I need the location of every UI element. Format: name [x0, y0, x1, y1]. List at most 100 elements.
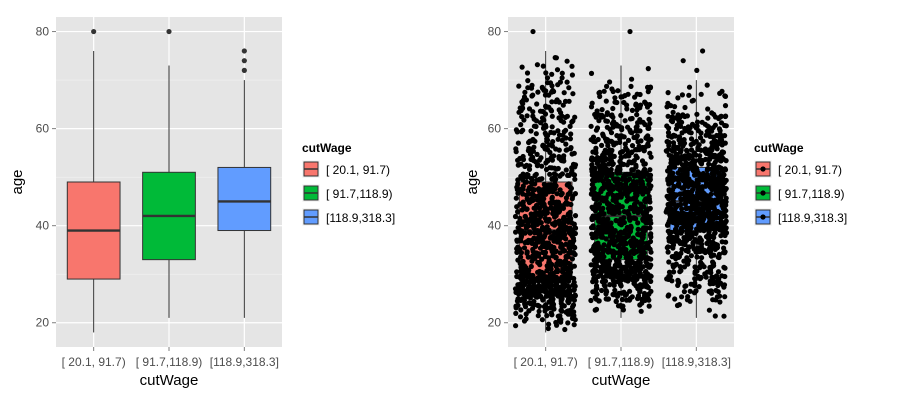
data-point	[597, 219, 603, 225]
data-point	[518, 122, 524, 128]
data-point	[718, 158, 724, 164]
data-point	[645, 271, 651, 277]
data-point	[529, 305, 536, 311]
data-point	[677, 240, 683, 246]
outlier-point	[91, 28, 97, 35]
data-point	[671, 147, 677, 154]
data-point	[566, 290, 573, 296]
data-point	[695, 181, 701, 187]
box-2	[142, 28, 196, 318]
data-point	[722, 93, 728, 99]
data-point	[596, 205, 602, 211]
data-point	[540, 249, 546, 256]
data-point	[694, 67, 700, 73]
data-point	[513, 195, 519, 201]
data-point	[623, 291, 630, 297]
data-point	[722, 103, 729, 109]
data-point	[647, 214, 653, 220]
data-point	[593, 306, 600, 312]
data-point	[623, 153, 629, 159]
data-point	[558, 316, 564, 323]
data-point	[665, 113, 671, 119]
data-point	[572, 176, 578, 182]
data-point	[554, 234, 560, 240]
data-point	[671, 269, 677, 275]
data-point	[623, 247, 629, 253]
data-point	[522, 281, 528, 288]
data-point	[721, 264, 727, 270]
data-point	[666, 125, 672, 131]
data-point	[613, 298, 619, 304]
data-point	[614, 133, 620, 139]
data-point	[621, 273, 627, 279]
data-point	[629, 149, 635, 155]
data-point	[706, 230, 712, 236]
data-point	[693, 152, 699, 158]
data-point	[611, 282, 617, 288]
data-point	[612, 287, 618, 293]
data-point	[546, 321, 552, 327]
data-point	[636, 188, 642, 194]
data-point	[568, 250, 575, 256]
data-point	[678, 176, 684, 182]
data-point	[520, 183, 526, 189]
data-point	[714, 182, 720, 188]
data-point	[566, 98, 572, 104]
data-point	[631, 134, 637, 141]
jitter-points	[512, 28, 730, 333]
data-point	[688, 136, 695, 142]
data-point	[589, 231, 595, 237]
data-point	[695, 187, 701, 193]
data-point	[543, 166, 550, 173]
data-point	[563, 167, 569, 173]
data-point	[563, 135, 569, 141]
data-point	[541, 227, 547, 233]
data-point	[624, 102, 630, 108]
data-point	[590, 149, 596, 155]
data-point	[616, 275, 622, 281]
data-point	[665, 249, 671, 255]
data-point	[629, 167, 635, 173]
data-point	[704, 172, 710, 178]
data-point	[613, 140, 619, 146]
y-axis-title: age	[464, 169, 481, 194]
data-point	[634, 155, 640, 161]
data-point	[517, 215, 523, 221]
data-point	[559, 113, 565, 119]
data-point	[522, 301, 528, 307]
data-point	[532, 285, 538, 291]
data-point	[520, 271, 526, 277]
data-point	[634, 107, 640, 113]
data-point	[633, 101, 639, 107]
data-point	[544, 138, 550, 144]
data-point	[554, 191, 560, 197]
data-point	[563, 309, 569, 315]
data-point	[549, 99, 555, 105]
data-point	[526, 267, 532, 273]
data-point	[708, 191, 714, 197]
data-point	[540, 85, 546, 91]
data-point	[512, 213, 519, 220]
data-point	[525, 187, 531, 194]
data-point	[593, 255, 599, 261]
data-point	[559, 75, 565, 81]
data-point	[722, 166, 728, 172]
data-point	[540, 297, 546, 303]
data-point	[520, 219, 526, 225]
data-point	[535, 313, 541, 319]
data-point	[676, 253, 682, 259]
data-point	[717, 154, 723, 160]
data-point	[678, 201, 684, 208]
data-point	[531, 187, 538, 193]
data-point	[622, 118, 628, 124]
data-point	[544, 75, 551, 81]
data-point	[647, 120, 653, 126]
data-point	[526, 279, 533, 285]
y-tick-label: 80	[488, 25, 502, 39]
data-point	[619, 133, 625, 139]
y-tick-label: 80	[36, 25, 50, 39]
data-point	[699, 261, 705, 268]
data-point	[692, 276, 698, 282]
y-tick-label: 40	[488, 219, 502, 233]
data-point	[647, 232, 654, 238]
